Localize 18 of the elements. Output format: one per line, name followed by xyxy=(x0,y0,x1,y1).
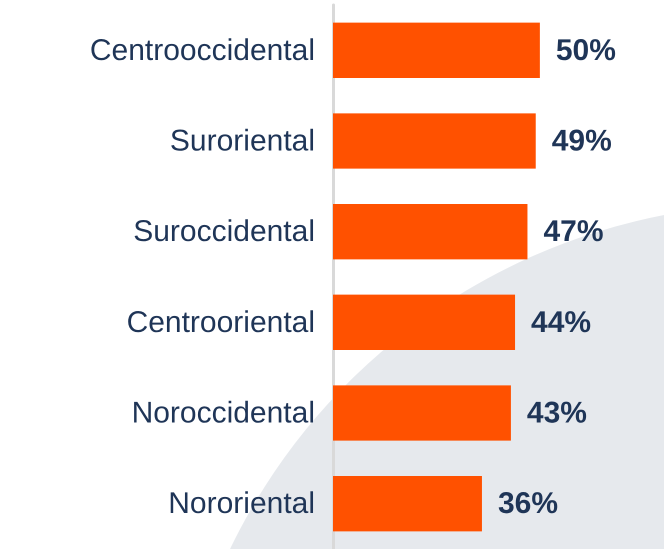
data-label: 50% xyxy=(556,34,616,67)
bar xyxy=(333,113,536,169)
data-label: 36% xyxy=(498,487,558,520)
y-tick-label: Suroccidental xyxy=(133,215,315,248)
data-label: 47% xyxy=(543,215,604,248)
bar xyxy=(333,476,482,532)
data-label: 49% xyxy=(552,124,612,158)
y-tick-label: Centrooccidental xyxy=(90,34,315,67)
data-label: 44% xyxy=(531,306,592,339)
bar xyxy=(333,385,511,441)
y-tick-label: Nororiental xyxy=(168,487,315,520)
data-label: 43% xyxy=(526,396,587,430)
y-tick-label: Noroccidental xyxy=(132,396,315,430)
bar xyxy=(333,294,516,350)
bar xyxy=(333,204,528,260)
bar xyxy=(333,22,540,78)
y-tick-label: Suroriental xyxy=(170,124,315,158)
y-tick-label: Centrooriental xyxy=(126,306,315,339)
